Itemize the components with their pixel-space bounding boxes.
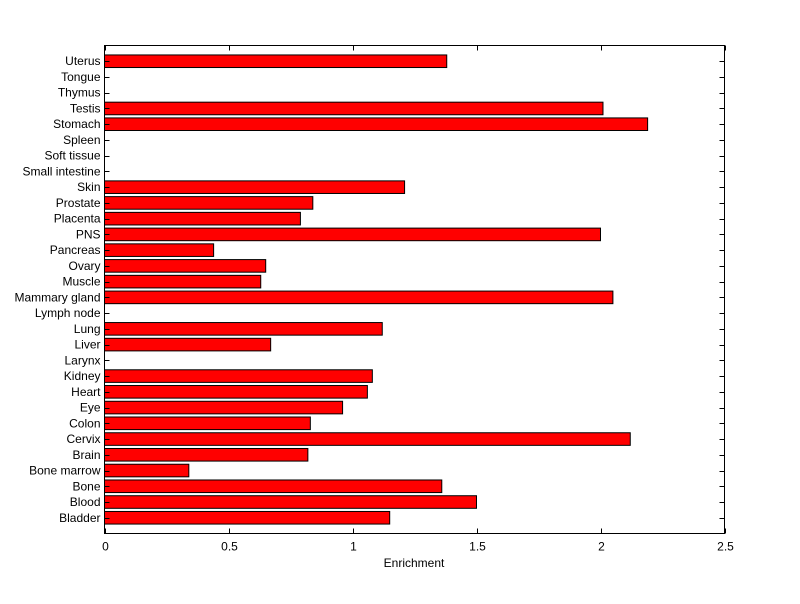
bar-kidney	[104, 369, 373, 383]
y-tick-label: Kidney	[64, 369, 101, 383]
y-tick-label: Skin	[77, 180, 100, 194]
y-tick-label: Testis	[70, 101, 101, 115]
y-tick-label: Prostate	[56, 196, 101, 210]
x-tick-label: 2	[598, 540, 605, 554]
bar-pancreas	[104, 243, 215, 257]
y-tick-label: Uterus	[65, 54, 100, 68]
bar-brain	[104, 447, 309, 462]
bar-liver	[104, 337, 272, 352]
y-tick-label: Pancreas	[50, 243, 101, 257]
y-tick-label: Placenta	[54, 212, 101, 226]
bar-bladder	[104, 510, 391, 525]
x-tick-label: 2.5	[717, 540, 734, 554]
bar-bone	[104, 479, 443, 494]
y-tick-label: PNS	[76, 227, 101, 241]
y-tick-label: Heart	[71, 385, 101, 399]
y-tick-label: Lymph node	[35, 306, 101, 320]
bar-placenta	[104, 211, 301, 226]
x-tick-label: 0.5	[221, 540, 238, 554]
y-tick-label: Colon	[69, 416, 100, 430]
y-tick-label: Bone marrow	[29, 464, 101, 478]
y-tick-label: Thymus	[58, 86, 101, 100]
y-tick-label: Muscle	[62, 275, 100, 289]
y-tick-label: Liver	[74, 338, 100, 352]
bar-pns	[104, 227, 601, 242]
y-tick-label: Larynx	[64, 353, 100, 367]
bar-muscle	[104, 274, 262, 289]
y-tick-label: Soft tissue	[44, 149, 100, 163]
y-tick-label: Lung	[74, 322, 101, 336]
bar-testis	[104, 101, 604, 116]
bar-blood	[104, 495, 477, 509]
y-tick-label: Eye	[80, 401, 101, 415]
y-tick-label: Bladder	[59, 511, 100, 525]
bar-prostate	[104, 196, 314, 210]
bar-heart	[104, 385, 368, 399]
bar-eye	[104, 400, 344, 415]
y-tick-label: Tongue	[61, 70, 101, 84]
y-tick-label: Ovary	[68, 259, 100, 273]
bar-cervix	[104, 432, 631, 446]
y-tick-label: Spleen	[63, 133, 100, 147]
y-tick-label: Small intestine	[22, 164, 100, 178]
bar-skin	[104, 180, 406, 194]
y-tick-label: Cervix	[66, 432, 100, 446]
y-tick-label: Mammary gland	[14, 290, 100, 304]
bar-bone-marrow	[104, 463, 190, 478]
x-tick-label: 1.5	[469, 540, 486, 554]
y-tick-label: Brain	[72, 448, 100, 462]
x-tick-label: 1	[350, 540, 357, 554]
y-tick-label: Stomach	[53, 117, 100, 131]
bar-colon	[104, 416, 311, 431]
bar-ovary	[104, 259, 267, 273]
x-axis-label: Enrichment	[384, 556, 445, 570]
bar-stomach	[104, 117, 649, 132]
y-tick-label: Bone	[72, 479, 100, 493]
bar-mammary-gland	[104, 290, 614, 305]
bar-uterus	[104, 54, 448, 69]
x-tick-label: 0	[102, 540, 109, 554]
y-tick-label: Blood	[70, 495, 101, 509]
plot-frame	[104, 45, 725, 534]
bar-lung	[104, 322, 383, 336]
